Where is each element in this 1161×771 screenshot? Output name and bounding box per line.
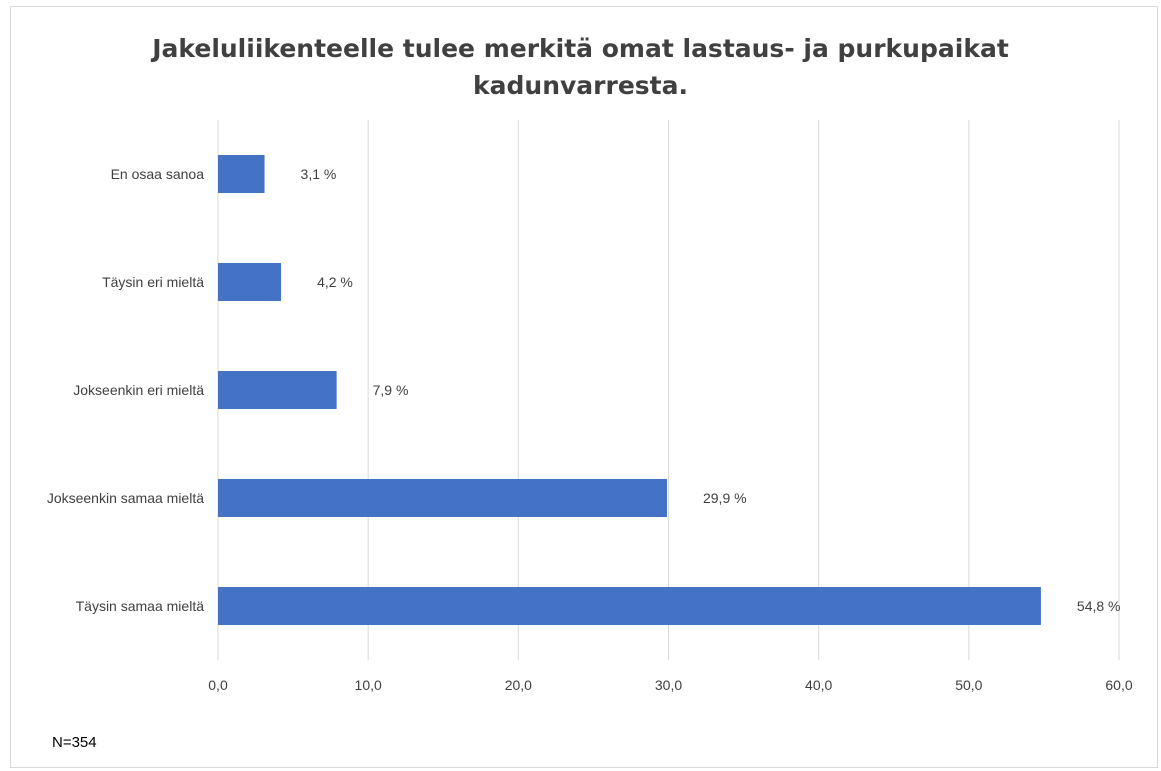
data-labels: 3,1 % 4,2 % 7,9 % 29,9 % 54,8 % xyxy=(301,166,1121,614)
chart-frame xyxy=(10,6,1158,768)
data-label: 7,9 % xyxy=(373,382,409,398)
bar xyxy=(218,263,282,301)
data-label: 29,9 % xyxy=(703,490,747,506)
category-label: Täysin eri mieltä xyxy=(102,274,204,290)
x-tick-label: 10,0 xyxy=(355,677,382,693)
x-tick-label: 60,0 xyxy=(1105,677,1132,693)
x-tick-label: 40,0 xyxy=(805,677,832,693)
category-label: En osaa sanoa xyxy=(111,166,205,182)
x-axis-tick-labels: 0,0 10,0 20,0 30,0 40,0 50,0 60,0 xyxy=(208,677,1133,693)
category-label: Täysin samaa mieltä xyxy=(76,598,205,614)
data-label: 3,1 % xyxy=(301,166,337,182)
x-tick-label: 20,0 xyxy=(505,677,532,693)
x-tick-label: 0,0 xyxy=(208,677,228,693)
data-label: 4,2 % xyxy=(317,274,353,290)
x-tick-label: 50,0 xyxy=(955,677,982,693)
data-label: 54,8 % xyxy=(1077,598,1121,614)
chart-title-line-1: Jakeluliikenteelle tulee merkitä omat la… xyxy=(152,34,1009,63)
sample-size-note: N=354 xyxy=(52,734,97,751)
bar xyxy=(218,371,337,409)
category-label: Jokseenkin eri mieltä xyxy=(73,382,204,398)
gridlines xyxy=(217,120,1120,660)
bar xyxy=(218,155,265,193)
bar xyxy=(218,479,667,517)
bars xyxy=(218,155,1041,625)
category-label: Jokseenkin samaa mieltä xyxy=(47,490,204,506)
category-labels: En osaa sanoa Täysin eri mieltä Jokseenkin… xyxy=(47,166,204,614)
x-tick-label: 30,0 xyxy=(655,677,682,693)
chart-title-line-2: kadunvarresta. xyxy=(473,71,688,100)
chart-title: Jakeluliikenteelle tulee merkitä omat la… xyxy=(0,30,1161,104)
bar xyxy=(218,587,1041,625)
